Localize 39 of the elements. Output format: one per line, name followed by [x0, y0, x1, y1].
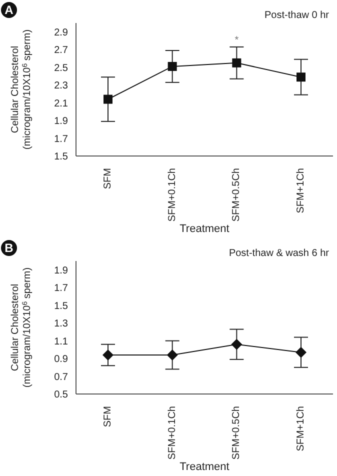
y-tick-label: 1.3	[54, 318, 68, 330]
y-tick-label: 2.1	[54, 98, 68, 110]
x-tick-label: SFM+0.5Ch	[231, 168, 242, 222]
point	[168, 62, 177, 71]
point	[296, 72, 306, 82]
annotation: *	[234, 34, 239, 46]
y-tick-label: 0.7	[54, 372, 68, 383]
y-tick-label: 1.5	[54, 152, 68, 163]
y-tick-label: 1.9	[54, 265, 68, 276]
point	[296, 346, 306, 358]
chart-title: Post-thaw & wash 6 hr	[228, 248, 329, 259]
y-tick-label: 2.3	[54, 80, 68, 92]
y-tick-label: 1.7	[54, 283, 68, 294]
x-tick-label: SFM+0.1Ch	[166, 406, 178, 460]
y-tick-label: 1.5	[54, 300, 68, 312]
y-tick-label: 2.7	[54, 45, 68, 56]
x-tick-label: SFM	[102, 406, 114, 428]
chart-title: Post-thaw 0 hr	[264, 10, 329, 21]
point	[232, 58, 242, 68]
x-tick-label: SFM	[102, 168, 114, 190]
x-axis-title: Treatment	[180, 461, 230, 473]
y-tick-label: 1.1	[54, 336, 68, 348]
y-tick-label: 2.5	[54, 62, 68, 74]
point	[104, 94, 112, 104]
text: A	[1, 2, 17, 18]
y-tick-label: 1.7	[54, 134, 68, 145]
y-tick-label: 2.9	[54, 27, 68, 38]
x-tick-label: SFM+1Ch	[296, 168, 306, 214]
x-axis-title: Treatment	[180, 223, 230, 235]
y-tick-label: 0.9	[54, 354, 68, 366]
point	[166, 349, 178, 360]
y-tick-label: 0.5	[54, 390, 68, 401]
point	[102, 349, 114, 360]
text: B	[1, 240, 17, 256]
x-tick-label: SFM+0.5Ch	[231, 406, 242, 460]
x-tick-label: SFM+1Ch	[296, 406, 306, 452]
x-tick-label: SFM+0.1Ch	[166, 168, 178, 222]
point	[231, 338, 242, 350]
y-tick-label: 1.9	[54, 116, 68, 128]
